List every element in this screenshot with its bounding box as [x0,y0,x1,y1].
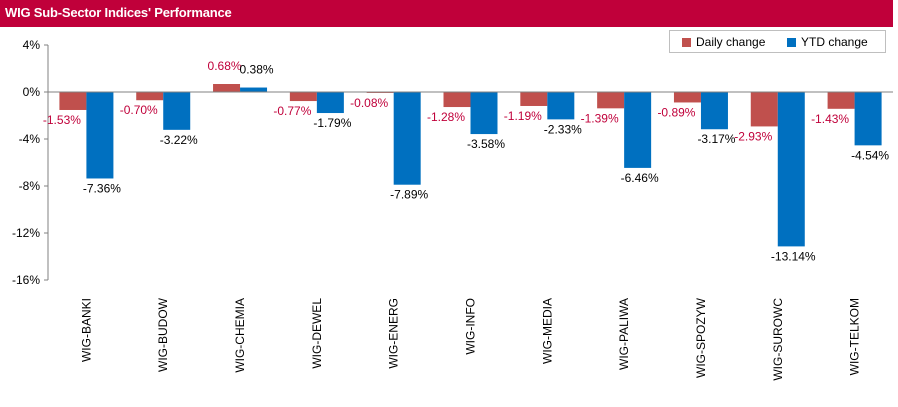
bar-daily [59,92,87,110]
data-label-daily: -1.19% [504,109,542,123]
data-label-daily: 0.68% [208,59,242,73]
data-label-ytd: -4.54% [851,148,889,162]
bar-daily [443,92,471,108]
y-tick-label: -4% [19,132,41,146]
data-label-ytd: 0.38% [240,63,274,77]
bar-ytd [624,92,652,168]
data-label-ytd: -3.58% [467,137,505,151]
bar-ytd [854,92,882,146]
data-label-daily: -0.08% [350,96,388,110]
data-label-ytd: -7.89% [390,188,428,202]
legend-item-daily: Daily change [682,35,765,49]
x-category-label: WIG-BANKI [79,298,93,362]
data-label-ytd: -2.33% [544,122,582,136]
bar-ytd [163,92,191,130]
legend-swatch-daily [682,37,691,47]
x-category-label: WIG-PALIWA [617,298,631,370]
bar-daily [597,92,625,109]
legend-swatch-ytd [787,37,796,47]
y-tick-label: -8% [19,179,41,193]
bar-daily [213,84,241,92]
bar-ytd [316,92,344,114]
bar-ytd [777,92,805,247]
title-bar: WIG Sub-Sector Indices' Performance [0,0,893,27]
legend-label-ytd: YTD change [801,35,868,49]
y-tick-label: 4% [23,38,41,52]
data-label-ytd: -6.46% [621,171,659,185]
data-label-ytd: -3.22% [160,133,198,147]
bar-daily [827,92,855,109]
y-tick-label: -12% [12,226,40,240]
data-label-daily: -2.93% [734,129,772,143]
y-tick-label: 0% [23,85,41,99]
data-label-ytd: -1.79% [313,116,351,130]
bar-daily [520,92,548,106]
x-category-label: WIG-BUDOW [156,297,170,372]
x-category-label: WIG-MEDIA [540,298,554,364]
x-category-label: WIG-SPOZYW [694,297,708,378]
chart-legend: Daily change YTD change [669,30,886,53]
data-label-ytd: -7.36% [83,181,121,195]
y-tick-label: -16% [12,273,40,287]
data-label-daily: -0.89% [657,105,695,119]
data-label-daily: -0.77% [273,104,311,118]
bar-daily [289,92,317,102]
bar-ytd [393,92,421,185]
x-category-label: WIG-TELKOM [848,298,862,375]
data-label-daily: -1.28% [427,110,465,124]
bar-daily [673,92,701,103]
bar-ytd [240,87,268,92]
legend-label-daily: Daily change [696,35,766,49]
data-label-daily: -0.70% [120,103,158,117]
bar-ytd [547,92,575,120]
bar-ytd [700,92,728,130]
x-category-label: WIG-DEWEL [310,298,324,369]
bar-daily [750,92,778,127]
chart-title: WIG Sub-Sector Indices' Performance [5,5,232,20]
data-label-ytd: -3.17% [697,132,735,146]
x-category-label: WIG-INFO [464,298,478,355]
x-category-label: WIG-ENERG [387,298,401,369]
bar-daily [136,92,164,101]
data-label-daily: -1.43% [811,112,849,126]
legend-item-ytd: YTD change [787,35,868,49]
bar-chart: 4% 0% -4% -8% -12% -16% -1.53% -7.36% -0.70% -3.2… [12,38,893,381]
bar-ytd [86,92,114,179]
bar-ytd [470,92,498,135]
data-label-daily: -1.53% [43,113,81,127]
data-label-ytd: -13.14% [771,249,816,263]
x-category-label: WIG-SUROWC [771,298,785,381]
x-category-label: WIG-CHEMIA [233,298,247,373]
data-label-daily: -1.39% [581,111,619,125]
